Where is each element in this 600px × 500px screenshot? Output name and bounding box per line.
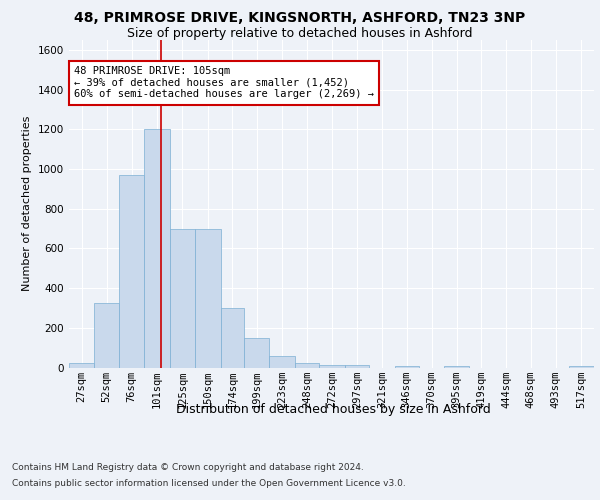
- Bar: [269, 356, 295, 368]
- Bar: [244, 338, 269, 368]
- Bar: [319, 364, 345, 368]
- Text: 48 PRIMROSE DRIVE: 105sqm
← 39% of detached houses are smaller (1,452)
60% of se: 48 PRIMROSE DRIVE: 105sqm ← 39% of detac…: [74, 66, 374, 100]
- Text: Distribution of detached houses by size in Ashford: Distribution of detached houses by size …: [176, 402, 490, 415]
- Text: 48, PRIMROSE DRIVE, KINGSNORTH, ASHFORD, TN23 3NP: 48, PRIMROSE DRIVE, KINGSNORTH, ASHFORD,…: [74, 11, 526, 25]
- Bar: [144, 130, 170, 368]
- Bar: [569, 366, 594, 368]
- Text: Contains HM Land Registry data © Crown copyright and database right 2024.: Contains HM Land Registry data © Crown c…: [12, 464, 364, 472]
- Bar: [445, 366, 469, 368]
- Bar: [69, 362, 94, 368]
- Bar: [221, 308, 244, 368]
- Text: Contains public sector information licensed under the Open Government Licence v3: Contains public sector information licen…: [12, 478, 406, 488]
- Y-axis label: Number of detached properties: Number of detached properties: [22, 116, 32, 292]
- Bar: [345, 364, 369, 368]
- Bar: [94, 303, 119, 368]
- Bar: [119, 175, 144, 368]
- Bar: [170, 228, 195, 368]
- Text: Size of property relative to detached houses in Ashford: Size of property relative to detached ho…: [127, 28, 473, 40]
- Bar: [195, 228, 221, 368]
- Bar: [295, 362, 319, 368]
- Bar: [395, 366, 419, 368]
